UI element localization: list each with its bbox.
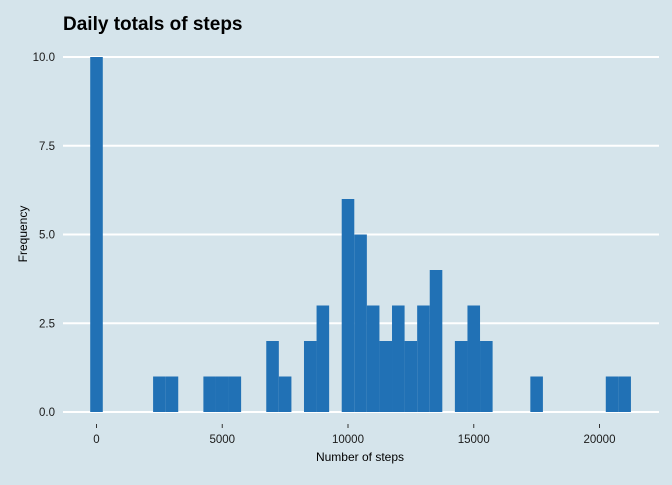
x-tick-label: 10000 — [332, 434, 364, 446]
y-axis-label: Frequency — [16, 206, 30, 263]
histogram-bar — [203, 376, 216, 412]
histogram-bar — [618, 376, 631, 412]
x-tick-label: 0 — [93, 434, 99, 446]
histogram-bar — [266, 341, 279, 412]
histogram-bar — [605, 376, 619, 412]
histogram-bar — [228, 376, 242, 412]
histogram-bar — [90, 57, 103, 412]
histogram-bar — [392, 305, 405, 412]
histogram-bar — [454, 341, 468, 412]
histogram-bar — [429, 270, 443, 412]
bars — [90, 57, 631, 412]
histogram-bar — [480, 341, 493, 412]
histogram-bar — [215, 376, 229, 412]
histogram-bar — [354, 234, 367, 412]
histogram-bar — [417, 305, 430, 412]
histogram-bar — [153, 376, 166, 412]
y-tick-label: 0.0 — [39, 407, 55, 419]
y-tick-label: 10.0 — [33, 52, 55, 64]
histogram-bar — [316, 305, 330, 412]
histogram-bar — [165, 376, 179, 412]
x-axis-label: Number of steps — [316, 450, 404, 464]
y-tick-label: 2.5 — [39, 318, 55, 330]
histogram-bar — [278, 376, 292, 412]
chart-title: Daily totals of steps — [63, 14, 243, 35]
x-tick-label: 5000 — [209, 434, 235, 446]
y-ticks: 0.0 2.5 5.0 7.5 10.0 — [33, 52, 55, 419]
histogram-bar — [467, 305, 481, 412]
y-tick-label: 7.5 — [39, 141, 55, 153]
histogram-bar — [341, 199, 355, 412]
histogram-bar — [379, 341, 393, 412]
y-tick-label: 5.0 — [39, 230, 55, 242]
histogram-bar — [530, 376, 543, 412]
x-ticks: 0 5000 10000 15000 20000 — [93, 424, 615, 446]
histogram-bar — [303, 341, 317, 412]
x-tick-label: 20000 — [584, 434, 616, 446]
histogram-bar — [366, 305, 380, 412]
histogram-bar — [404, 341, 418, 412]
x-tick-label: 15000 — [458, 434, 490, 446]
